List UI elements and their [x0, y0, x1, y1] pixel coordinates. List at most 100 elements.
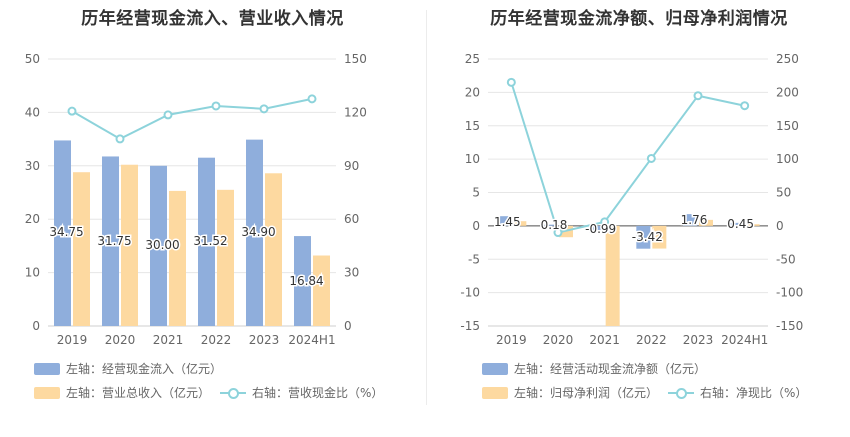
bar-series2	[121, 164, 138, 326]
y-right-tick-label: 0	[776, 219, 784, 233]
y-right-tick-label: 150	[344, 52, 367, 66]
y-left-tick-label: 15	[465, 119, 480, 133]
line-point	[67, 106, 77, 116]
bar-series1	[729, 222, 744, 226]
y-right-tick-label: 100	[776, 152, 799, 166]
line-point	[553, 228, 563, 238]
legend-label: 右轴：营收现金比（%）	[252, 386, 384, 400]
legend-item-ratio[interactable]: 右轴：营收现金比（%）	[220, 384, 383, 401]
legend-left: 左轴：经营现金流入（亿元） 左轴：营业总收入（亿元） 右轴：营收现金比（%）	[34, 360, 383, 401]
x-tick-label: 2020	[543, 333, 574, 347]
line-point	[600, 217, 610, 227]
bar-series1	[246, 139, 263, 326]
bar-series1	[294, 236, 311, 326]
x-tick-label: 2019	[57, 333, 88, 347]
data-label: 1.45	[494, 215, 521, 229]
y-left-tick-label: 50	[25, 52, 40, 66]
y-right-tick-label: 0	[344, 319, 352, 333]
y-left-tick-label: 0	[32, 319, 40, 333]
y-left-tick-label: 0	[472, 219, 480, 233]
x-tick-label: 2023	[683, 333, 714, 347]
y-right-tick-label: 150	[776, 119, 799, 133]
legend-swatch-orange	[482, 386, 508, 399]
x-tick-label: 2019	[496, 333, 527, 347]
line-point	[307, 94, 317, 104]
y-right-tick-label: 30	[344, 266, 359, 280]
data-label: 34.90	[241, 225, 275, 239]
bar-series1	[543, 224, 557, 226]
y-right-tick-label: 250	[776, 52, 799, 66]
y-left-tick-label: 30	[25, 159, 40, 173]
bar-series2	[512, 221, 527, 226]
bar-series2	[265, 173, 282, 326]
bar-series1	[589, 225, 604, 233]
legend-label: 左轴：经营活动现金流净额（亿元）	[514, 362, 707, 376]
line-series	[71, 97, 313, 141]
bar-series1	[102, 156, 119, 326]
legend-item-net-cash[interactable]: 左轴：经营活动现金流净额（亿元）	[482, 360, 706, 377]
legend-item-net-profit[interactable]: 左轴：归母净利润（亿元）	[482, 384, 658, 401]
legend-item-net-ratio[interactable]: 右轴：净现比（%）	[668, 384, 807, 401]
panel-divider	[426, 10, 427, 405]
y-right-tick-label: 120	[344, 105, 367, 119]
legend-swatch-blue	[482, 362, 508, 375]
y-right-tick-label: 90	[344, 159, 359, 173]
legend-item-revenue[interactable]: 左轴：营业总收入（亿元）	[34, 384, 210, 401]
data-label: 0.18	[541, 218, 568, 232]
chart-svg-left: 0 10 20 30 40 50 0 30 60 90 120 150 2019 2020 2021 2022…	[25, 52, 367, 347]
legend-swatch-blue	[34, 362, 60, 375]
data-label: 30.00	[145, 238, 179, 252]
data-label: 1.76	[681, 213, 708, 227]
legend-item-cash-inflow[interactable]: 左轴：经营现金流入（亿元）	[34, 360, 222, 377]
bar-series2	[313, 255, 330, 326]
line-point	[693, 91, 703, 101]
y-left-tick-label: 20	[465, 85, 480, 99]
x-tick-label: 2022	[201, 333, 232, 347]
y-right-tick-label: -100	[776, 286, 803, 300]
y-right-tick-label: 50	[776, 186, 791, 200]
data-label: 31.52	[193, 234, 227, 248]
line-point	[211, 101, 221, 111]
bar-series1	[54, 140, 71, 326]
legend-label: 右轴：净现比（%）	[700, 386, 808, 400]
y-right-tick-label: -50	[776, 252, 796, 266]
data-label: 16.84	[289, 274, 323, 288]
bar-series2	[169, 190, 186, 326]
chart-svg-right: -15-10-50510152025-150-100-5005010015020…	[460, 52, 803, 347]
y-left-tick-label: 5	[472, 186, 480, 200]
y-left-tick-label: 40	[25, 105, 40, 119]
bar-series2	[652, 225, 667, 249]
y-left-tick-label: 20	[25, 212, 40, 226]
y-left-tick-label: 10	[465, 152, 480, 166]
chart-panel-left: 历年经营现金流入、营业收入情况 0 10 20 30 40 50 0 30 60 90 120 150…	[25, 9, 384, 401]
chart-title: 历年经营现金流净额、归母净利润情况	[490, 9, 788, 29]
line-point	[740, 101, 750, 111]
legend-label: 左轴：归母净利润（亿元）	[514, 386, 659, 400]
line-point	[163, 110, 173, 120]
y-left-tick-label: -10	[460, 286, 480, 300]
bar-series2	[605, 225, 620, 326]
line-point	[506, 77, 516, 87]
y-left-tick-label: 10	[25, 266, 40, 280]
x-tick-label: 2024H1	[288, 333, 335, 347]
x-tick-label: 2024H1	[721, 333, 768, 347]
bar-series1	[496, 216, 511, 226]
legend-line-icon	[668, 387, 694, 399]
y-left-tick-label: -5	[468, 252, 480, 266]
x-tick-label: 2021	[589, 333, 620, 347]
y-left-tick-label: -15	[460, 319, 480, 333]
legend-line-icon	[220, 387, 246, 399]
legend-swatch-orange	[34, 386, 60, 399]
chart-title: 历年经营现金流入、营业收入情况	[81, 9, 344, 29]
line-point	[115, 134, 125, 144]
bar-series2	[699, 219, 713, 226]
data-label: 0.45	[727, 217, 754, 231]
x-tick-label: 2023	[249, 333, 280, 347]
legend-label: 左轴：经营现金流入（亿元）	[66, 362, 223, 376]
x-tick-label: 2021	[153, 333, 184, 347]
legend-label: 左轴：营业总收入（亿元）	[66, 386, 211, 400]
y-right-tick-label: 60	[344, 212, 359, 226]
bar-series2	[745, 224, 760, 226]
bar-series1	[636, 225, 651, 249]
bar-series2	[73, 172, 90, 326]
